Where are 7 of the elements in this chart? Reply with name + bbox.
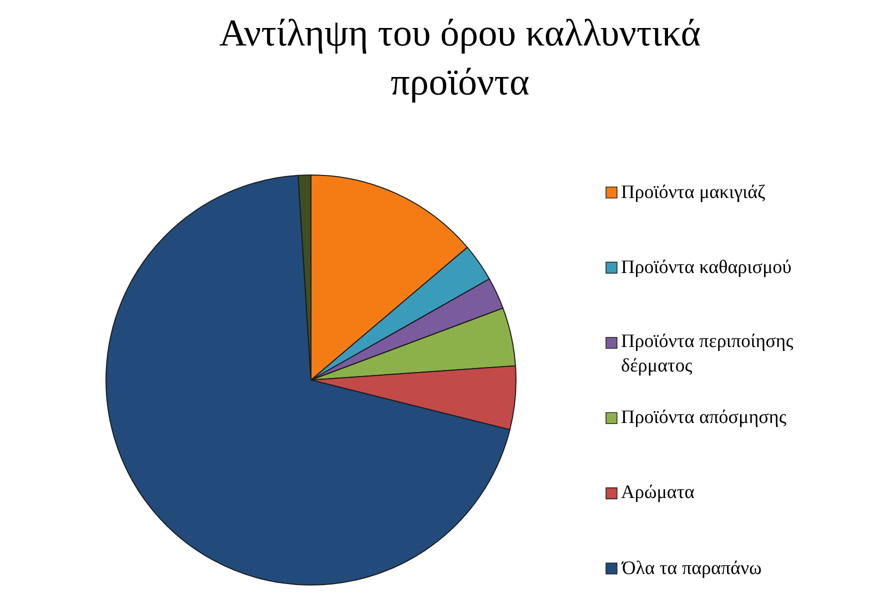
- legend-label: Προϊόντα μακιγιάζ: [621, 182, 766, 203]
- chart-title: Αντίληψη του όρου καλλυντικά προϊόντα: [219, 12, 701, 104]
- legend-label: Αρώματα: [621, 482, 694, 503]
- legend-label: Όλα τα παραπάνω: [621, 558, 762, 579]
- legend-label: Προϊόντα καθαρισμού: [621, 257, 792, 278]
- legend-label: Προϊόντα περιποίησης δέρματος: [621, 331, 794, 377]
- legend-label: Προϊόντα απόσμησης: [621, 407, 787, 428]
